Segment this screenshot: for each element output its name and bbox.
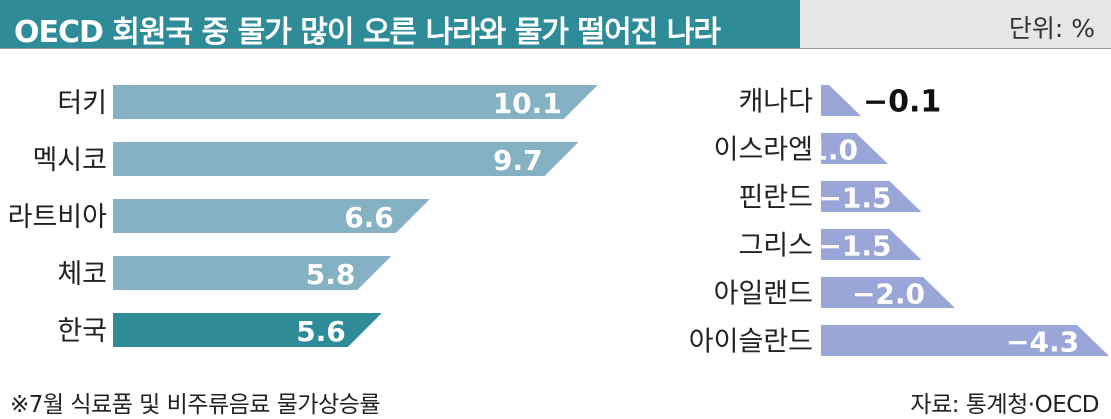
category-label-fall-3: 그리스 [738,231,813,262]
value-label-fall-1: −1.0 [785,134,858,167]
bar-rise-4 [113,313,382,347]
bar-fall-5 [821,325,1110,356]
category-label-fall-2: 핀란드 [738,183,813,214]
category-label-rise-4: 한국 [57,316,107,347]
value-label-rise-2: 6.6 [344,201,394,234]
category-label-fall-0: 캐나다 [738,87,813,118]
unit-label: 단위: % [1008,14,1095,43]
bar-fall-2 [821,181,922,212]
title-box: OECD 회원국 중 물가 많이 오른 나라와 물가 떨어진 나라 [0,0,800,50]
category-label-rise-3: 체코 [57,259,107,290]
value-label-fall-3: −1.5 [818,230,891,263]
bar-fall-4 [821,277,955,308]
value-label-rise-0: 10.1 [493,87,562,120]
bar-fall-0 [821,85,861,116]
value-label-fall-5: −4.3 [1006,326,1079,359]
chart-title: OECD 회원국 중 물가 많이 오른 나라와 물가 떨어진 나라 [14,15,721,50]
bar-rise-0 [113,85,598,119]
bar-fall-3 [821,229,922,260]
title-bar: OECD 회원국 중 물가 많이 오른 나라와 물가 떨어진 나라 단위: % [0,0,1111,50]
category-label-rise-2: 라트비아 [8,202,108,233]
bar-rise-2 [113,199,430,233]
value-label-fall-2: −1.5 [818,182,891,215]
category-label-rise-0: 터키 [57,88,107,119]
footnote: ※7월 식료품 및 비주류음료 물가상승률 [10,392,381,418]
category-label-fall-1: 이스라엘 [714,135,813,166]
category-label-fall-5: 아이슬란드 [689,327,813,358]
bar-rise-1 [113,142,579,176]
value-label-rise-3: 5.8 [306,258,356,291]
source-credit: 자료: 통계청·OECD [910,392,1099,418]
bar-rise-3 [113,256,392,290]
category-label-fall-4: 아일랜드 [714,279,813,310]
value-label-rise-4: 5.6 [296,315,346,348]
category-label-rise-1: 멕시코 [32,145,107,176]
value-label-rise-1: 9.7 [493,144,543,177]
bar-fall-1 [821,133,888,164]
value-label-fall-0: −0.1 [863,85,941,120]
chart-area: 터키 10.1 멕시코 9.7 라트비아 6.6 체코 5.8 한국 5.6 캐나다 −0.1 이스라엘… [8,85,1110,359]
value-label-fall-4: −2.0 [852,278,925,311]
